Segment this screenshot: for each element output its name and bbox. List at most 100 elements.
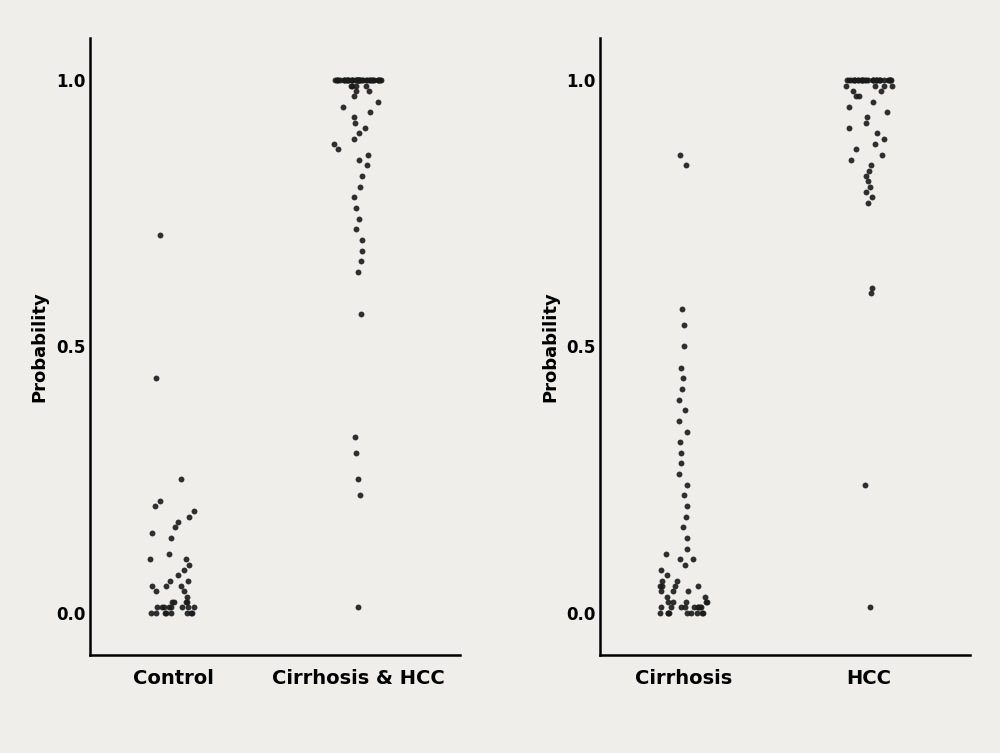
- Point: [873, 85, 889, 97]
- Point: [344, 75, 360, 87]
- Point: [154, 601, 170, 613]
- Point: [653, 585, 669, 597]
- Point: [336, 75, 352, 87]
- Point: [341, 75, 357, 87]
- Point: [332, 75, 348, 87]
- Point: [366, 75, 382, 87]
- Point: [843, 154, 859, 166]
- Point: [848, 143, 864, 155]
- Point: [695, 606, 711, 618]
- Point: [882, 75, 898, 87]
- Point: [671, 415, 687, 427]
- Point: [152, 229, 168, 241]
- Point: [358, 80, 374, 92]
- Point: [346, 191, 362, 203]
- Point: [350, 474, 366, 486]
- Point: [327, 75, 343, 87]
- Point: [667, 580, 683, 592]
- Point: [161, 548, 177, 560]
- Point: [865, 75, 881, 87]
- Point: [858, 75, 874, 87]
- Point: [679, 532, 695, 544]
- Point: [848, 90, 864, 102]
- Point: [865, 75, 881, 87]
- Point: [170, 516, 186, 528]
- Point: [676, 319, 692, 331]
- Point: [653, 601, 669, 613]
- Point: [348, 80, 364, 92]
- Point: [181, 511, 197, 523]
- Point: [354, 234, 370, 246]
- Point: [354, 245, 370, 257]
- Point: [348, 223, 364, 235]
- Point: [349, 75, 365, 87]
- Point: [370, 75, 386, 87]
- Point: [665, 585, 681, 597]
- Point: [370, 96, 386, 108]
- Point: [330, 143, 346, 155]
- Point: [661, 606, 677, 618]
- Point: [874, 149, 890, 161]
- Point: [690, 580, 706, 592]
- Point: [882, 75, 898, 87]
- Point: [862, 181, 878, 193]
- Point: [330, 75, 346, 87]
- Point: [876, 80, 892, 92]
- Point: [339, 75, 355, 87]
- Point: [152, 495, 168, 507]
- Point: [692, 601, 708, 613]
- Point: [347, 117, 363, 129]
- Point: [838, 80, 854, 92]
- Point: [847, 75, 863, 87]
- Point: [180, 575, 196, 587]
- Point: [676, 340, 692, 352]
- Point: [862, 601, 878, 613]
- Point: [144, 580, 160, 592]
- Point: [163, 532, 179, 544]
- Point: [348, 85, 364, 97]
- Point: [344, 80, 360, 92]
- Point: [654, 580, 670, 592]
- Point: [370, 75, 386, 87]
- Point: [672, 436, 688, 448]
- Point: [179, 590, 195, 602]
- Point: [360, 149, 376, 161]
- Point: [329, 75, 345, 87]
- Point: [346, 133, 362, 145]
- Point: [148, 585, 164, 597]
- Point: [355, 75, 371, 87]
- Point: [690, 601, 706, 613]
- Point: [359, 160, 375, 172]
- Point: [178, 553, 194, 566]
- Point: [181, 559, 197, 571]
- Point: [372, 75, 388, 87]
- Point: [654, 575, 670, 587]
- Point: [329, 75, 345, 87]
- Point: [679, 425, 695, 437]
- Point: [660, 596, 676, 608]
- Point: [142, 553, 158, 566]
- Point: [348, 75, 364, 87]
- Point: [677, 404, 693, 416]
- Point: [679, 479, 695, 491]
- Point: [857, 75, 873, 87]
- Point: [663, 601, 679, 613]
- Point: [350, 75, 366, 87]
- Point: [358, 75, 374, 87]
- Point: [674, 303, 690, 316]
- Point: [178, 596, 194, 608]
- Point: [354, 75, 370, 87]
- Point: [863, 160, 879, 172]
- Point: [186, 505, 202, 517]
- Point: [144, 526, 160, 538]
- Point: [357, 122, 373, 134]
- Point: [352, 181, 368, 193]
- Point: [335, 101, 351, 113]
- Point: [683, 606, 699, 618]
- Point: [690, 601, 706, 613]
- Point: [184, 606, 200, 618]
- Point: [652, 580, 668, 592]
- Point: [872, 75, 888, 87]
- Point: [352, 75, 368, 87]
- Point: [170, 569, 186, 581]
